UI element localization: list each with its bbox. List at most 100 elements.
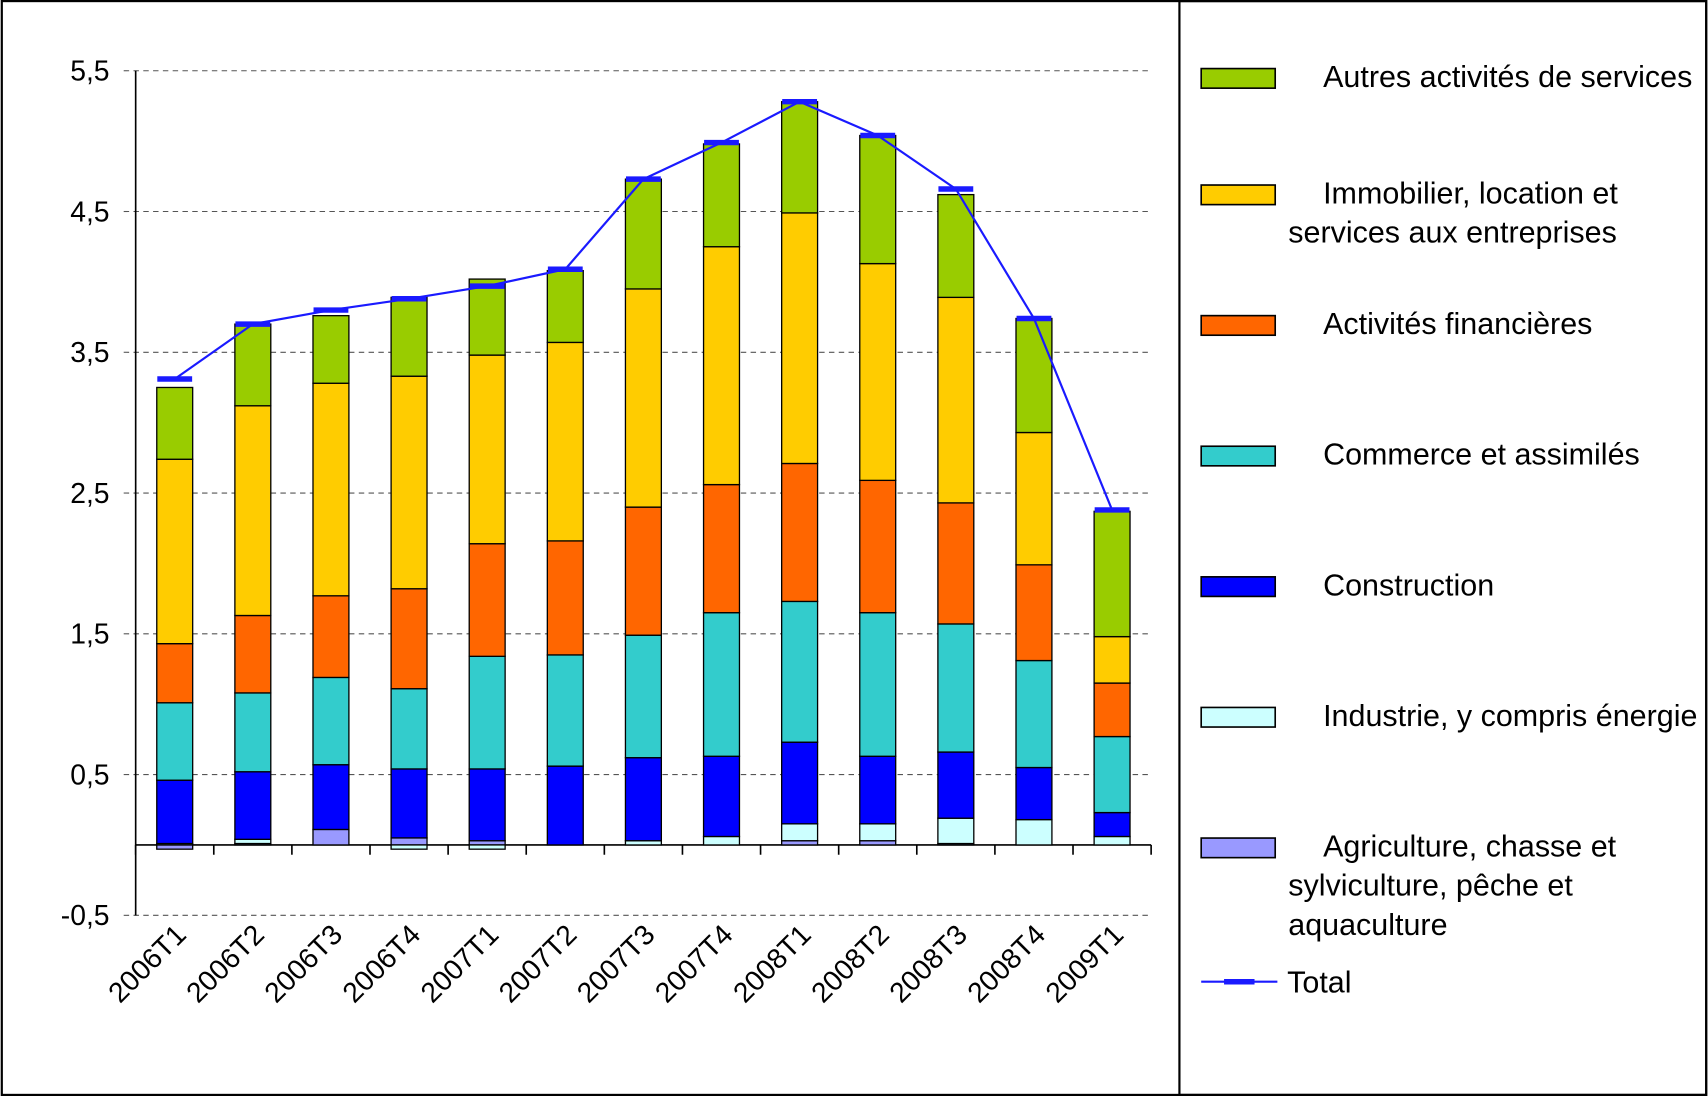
bar-segment (781, 462, 819, 603)
bar-segment (781, 741, 819, 825)
bar-segment (702, 755, 741, 838)
bar-segment (468, 768, 506, 842)
bar-segment (390, 375, 428, 590)
bar-segment (156, 779, 194, 845)
y-tick-label: 3,5 (70, 336, 109, 368)
bar-segment (468, 543, 506, 657)
bar-segment (312, 764, 350, 831)
legend-item: Commerce et assimilés (1323, 437, 1640, 472)
bar-segment (859, 479, 897, 614)
bar-segment (702, 143, 741, 248)
bar-segment (156, 643, 194, 704)
legend-swatch (1200, 706, 1277, 728)
bar-segment (312, 315, 350, 384)
bar-segment (702, 612, 741, 757)
bar-segment (468, 278, 506, 356)
bar-segment (624, 178, 663, 290)
bar-segment (781, 101, 819, 214)
bar-segment (546, 654, 584, 767)
legend-swatch (1200, 837, 1277, 859)
bar-segment (702, 835, 741, 846)
legend-item: Industrie, y compris énergie (1323, 698, 1698, 733)
bar-segment (468, 844, 506, 850)
bar-segment (234, 771, 272, 840)
bar-segment (781, 823, 819, 842)
bar-segment (859, 612, 897, 757)
bar-segment (1015, 766, 1053, 821)
bar-segment (468, 655, 506, 770)
legend-item: Autres activités de services (1323, 59, 1693, 94)
bar-segment (1093, 682, 1131, 738)
bar-segment (937, 751, 975, 819)
legend-label: Immobilier, location et services aux ent… (1288, 176, 1618, 250)
bar-segment (234, 405, 272, 617)
bar-segment (390, 768, 428, 839)
bar-segment (1015, 564, 1053, 662)
y-tick-label: 4,5 (70, 195, 109, 227)
legend-item: Construction (1323, 568, 1495, 602)
bar-segment (546, 540, 584, 656)
y-tick-label: 2,5 (70, 477, 109, 509)
bar-segment (1093, 510, 1131, 638)
bar-segment (624, 634, 663, 759)
bar-segment (1093, 835, 1131, 846)
legend-item: Agriculture, chasse et sylviculture, pêc… (1288, 829, 1617, 942)
bar-segment (937, 502, 975, 625)
bar-segment (702, 246, 741, 486)
bar-segment (312, 676, 350, 766)
bar-segment (156, 458, 194, 645)
bar-segment (624, 288, 663, 508)
bar-segment (859, 823, 897, 842)
bar-segment (859, 755, 897, 825)
bar-segment (1093, 635, 1131, 684)
bar-segment (624, 506, 663, 636)
bar-segment (468, 354, 506, 545)
legend-swatch (1200, 67, 1277, 89)
bar-segment (702, 483, 741, 614)
bar-segment (1015, 659, 1053, 769)
bar-segment (781, 600, 819, 743)
bar-segment (390, 837, 428, 846)
legend-border (1178, 0, 1708, 1096)
bar-segment (937, 817, 975, 845)
bar-segment (390, 688, 428, 770)
bar-segment (859, 134, 897, 265)
bar-segment (1015, 818, 1053, 846)
legend-label: Commerce et assimilés (1323, 437, 1640, 472)
bar-segment (234, 614, 272, 694)
bar-segment (937, 193, 975, 299)
bar-segment (312, 828, 350, 846)
y-tick-label: 5,5 (70, 55, 109, 87)
bar-segment (859, 262, 897, 482)
legend-swatch (1200, 184, 1277, 206)
bar-segment (1093, 811, 1131, 838)
bar-segment (546, 765, 584, 846)
legend-label: Agriculture, chasse et sylviculture, pêc… (1288, 829, 1617, 942)
legend-item: Immobilier, location et services aux ent… (1288, 176, 1618, 250)
y-tick-label: 1,5 (70, 618, 109, 650)
bar-segment (390, 296, 428, 377)
bar-segment (546, 269, 584, 344)
legend-item: Activités financières (1323, 306, 1593, 341)
legend-swatch (1200, 445, 1277, 467)
bar-segment (546, 341, 584, 542)
y-tick-label: -0,5 (61, 899, 110, 931)
legend-swatch (1200, 314, 1277, 337)
legend-label: Construction (1323, 568, 1495, 602)
bar-segment (937, 623, 975, 753)
legend-label: Autres activités de services (1323, 59, 1693, 94)
legend-label: Activités financières (1323, 306, 1593, 341)
y-tick-label: 0,5 (70, 758, 109, 790)
bar-segment (390, 844, 428, 850)
bar-segment (1015, 317, 1053, 434)
bar-segment (1015, 431, 1053, 566)
bar-segment (390, 588, 428, 690)
bar-segment (156, 386, 194, 460)
bar-segment (234, 692, 272, 773)
bar-segment (234, 323, 272, 407)
legend-label: Industrie, y compris énergie (1323, 698, 1698, 733)
bar-segment (781, 212, 819, 465)
bar-segment (156, 702, 194, 781)
bar-segment (312, 382, 350, 597)
